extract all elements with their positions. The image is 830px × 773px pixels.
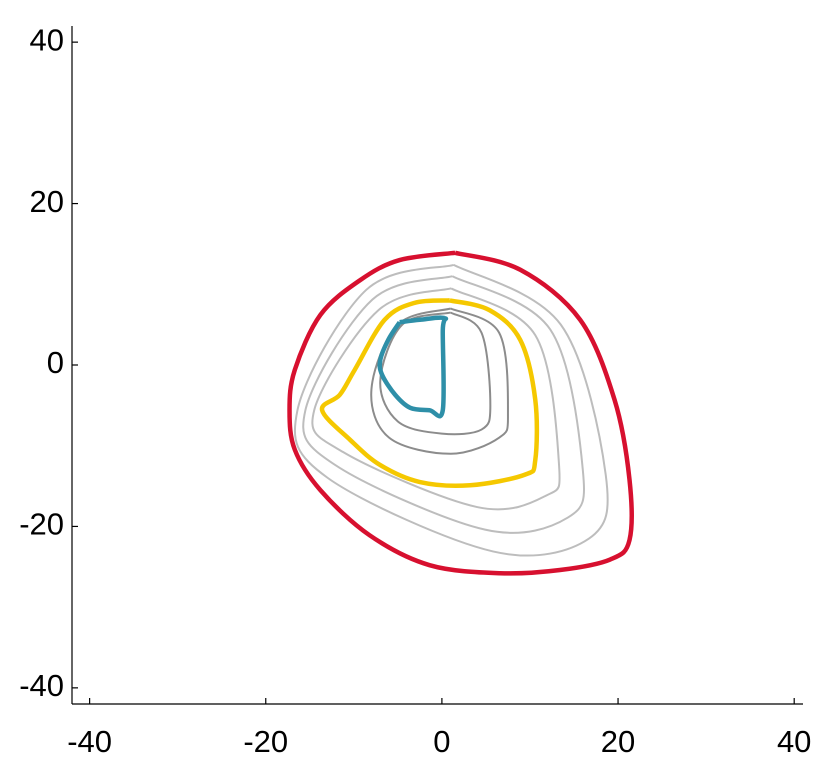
- x-tick-label: 0: [433, 724, 450, 759]
- y-tick-label: 40: [30, 22, 64, 57]
- y-tick-label: -40: [19, 668, 64, 703]
- x-tick-label: -20: [243, 724, 288, 759]
- contour-line: [294, 263, 609, 557]
- x-tick-label: -40: [67, 724, 112, 759]
- contour-line: [311, 287, 561, 511]
- contour-line: [377, 315, 449, 419]
- contour-line: [319, 298, 540, 488]
- contour-line: [379, 311, 492, 436]
- y-tick-label: 0: [47, 345, 64, 380]
- x-tick-label: 40: [777, 724, 811, 759]
- contour-line: [287, 250, 634, 576]
- contour-line: [302, 275, 586, 534]
- x-tick-label: 20: [601, 724, 635, 759]
- y-tick-label: 20: [30, 184, 64, 219]
- y-tick-label: -20: [19, 507, 64, 542]
